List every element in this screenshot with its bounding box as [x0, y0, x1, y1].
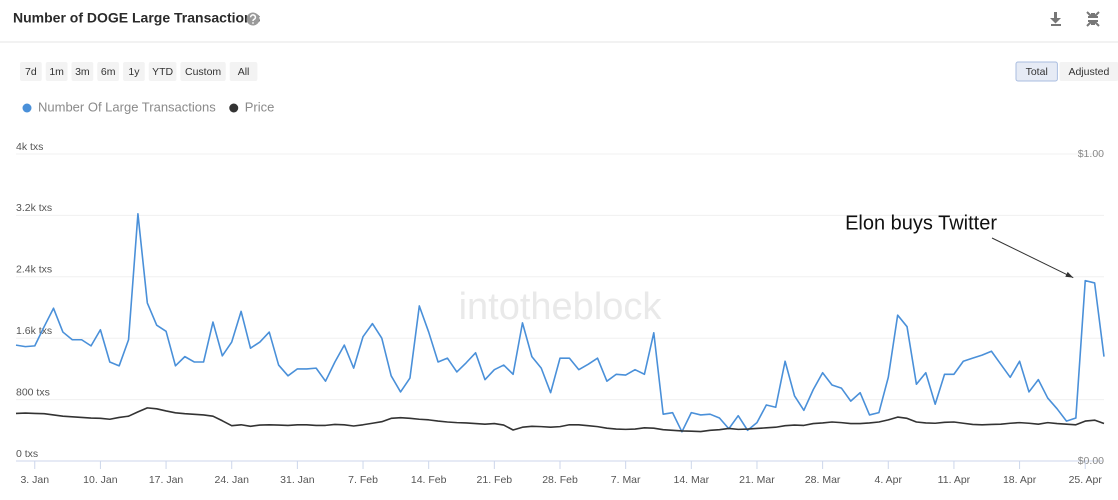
- range-button-label[interactable]: Custom: [185, 66, 221, 78]
- series-line: [15, 407, 1105, 433]
- mode-button[interactable]: [1015, 61, 1058, 82]
- x-tick-label: 28. Mar: [805, 474, 841, 486]
- y-tick-label: 0 txs: [16, 448, 38, 460]
- x-tick-label: 4. Apr: [875, 474, 903, 486]
- range-button[interactable]: [20, 62, 42, 81]
- x-tick-label: 21. Mar: [739, 474, 775, 486]
- collapse-icon[interactable]: [1086, 11, 1100, 27]
- range-button[interactable]: [45, 62, 68, 81]
- mode-button-label[interactable]: Adjusted: [1068, 66, 1109, 78]
- watermark: intotheblock: [459, 286, 663, 328]
- x-tick-label: 3. Jan: [20, 474, 49, 486]
- x-tick-label: 24. Jan: [214, 474, 249, 486]
- range-button[interactable]: [71, 62, 94, 81]
- x-tick-label: 31. Jan: [280, 474, 315, 486]
- range-button[interactable]: [229, 62, 258, 81]
- download-icon[interactable]: [1050, 12, 1061, 26]
- range-button-label[interactable]: 7d: [25, 66, 37, 78]
- legend-label[interactable]: Number Of Large Transactions: [38, 99, 216, 114]
- range-button-label[interactable]: All: [238, 66, 250, 78]
- range-button-label[interactable]: 1y: [128, 66, 140, 78]
- legend-marker[interactable]: [22, 103, 32, 113]
- legend-label[interactable]: Price: [245, 99, 275, 114]
- y2-tick-label: $1.00: [1078, 148, 1104, 160]
- x-tick-label: 14. Mar: [674, 474, 710, 486]
- annotation-text: Elon buys Twitter: [845, 212, 997, 234]
- range-button-label[interactable]: 6m: [101, 66, 116, 78]
- mode-button-label[interactable]: Total: [1026, 66, 1048, 78]
- y-tick-label: 2.4k txs: [16, 264, 52, 276]
- y-tick-label: 3.2k txs: [16, 202, 52, 214]
- mode-button[interactable]: [1059, 62, 1118, 81]
- range-button-label[interactable]: 1m: [49, 66, 64, 78]
- plot: intotheblock 0 txs 800 txs 1.6k txs 2.4k txs…: [15, 141, 1105, 486]
- x-tick-label: 25. Apr: [1069, 474, 1103, 486]
- range-button[interactable]: [97, 62, 120, 81]
- y-tick-label: 4k txs: [16, 141, 43, 153]
- annotation-arrow: [991, 237, 1074, 279]
- y-tick-label: 800 txs: [16, 386, 50, 398]
- legend-marker[interactable]: [229, 103, 239, 113]
- x-tick-label: 17. Jan: [149, 474, 184, 486]
- y-tick-label: 1.6k txs: [16, 325, 52, 337]
- y2-tick-label: $0.00: [1078, 455, 1104, 467]
- range-button-label[interactable]: YTD: [152, 66, 173, 78]
- range-button[interactable]: [123, 62, 145, 81]
- x-tick-label: 7. Mar: [611, 474, 641, 486]
- title: Number of DOGE Large Transactions: [13, 10, 261, 26]
- x-tick-label: 14. Feb: [411, 474, 447, 486]
- range-button-label[interactable]: 3m: [75, 66, 90, 78]
- x-tick-label: 7. Feb: [348, 474, 378, 486]
- x-tick-label: 11. Apr: [938, 474, 971, 486]
- annotation-arrowhead: [1065, 271, 1074, 278]
- help-icon[interactable]: [246, 12, 260, 26]
- x-tick-label: 21. Feb: [477, 474, 513, 486]
- x-tick-label: 28. Feb: [542, 474, 578, 486]
- range-button[interactable]: [180, 62, 226, 81]
- x-tick-label: 18. Apr: [1003, 474, 1037, 486]
- range-button[interactable]: [148, 62, 177, 81]
- x-tick-label: 10. Jan: [83, 474, 118, 486]
- series-line: [15, 213, 1105, 433]
- range-buttons: 7d 1m 3m 6m 1y YTD Custom All Total Adjusted: [20, 61, 1118, 82]
